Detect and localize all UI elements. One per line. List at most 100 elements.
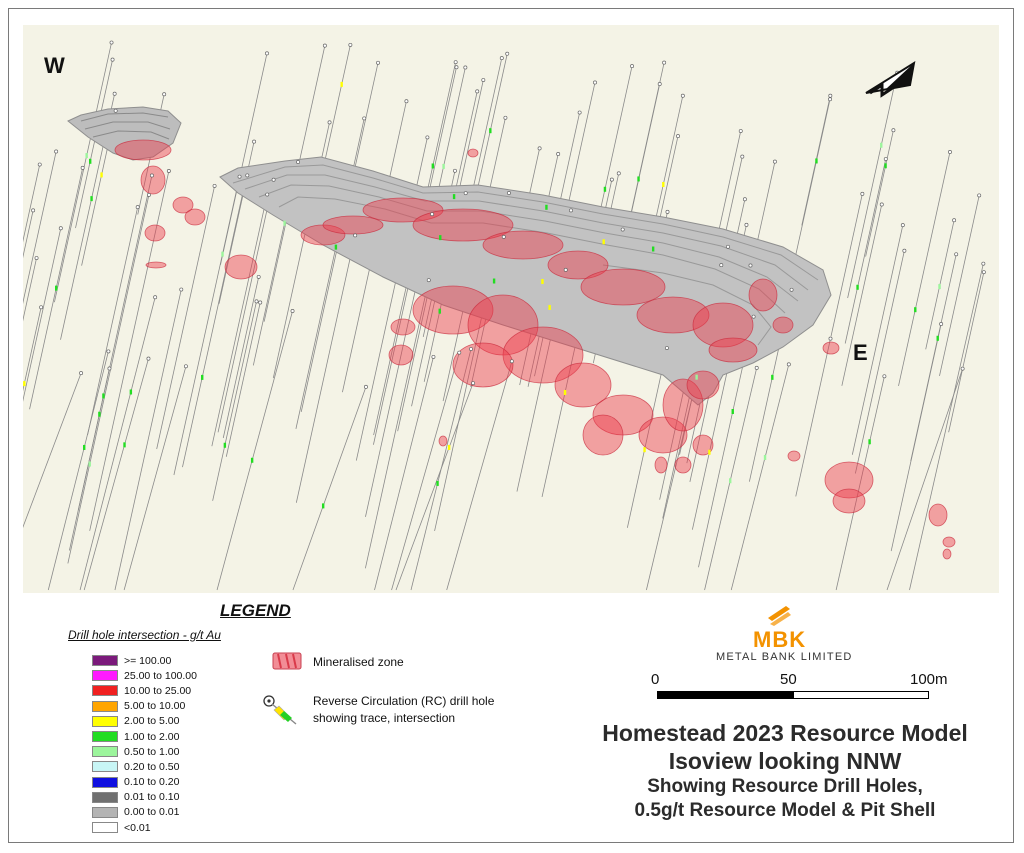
drill-intersection — [23, 381, 26, 387]
rc-label-line2: showing trace, intersection — [313, 711, 456, 725]
grade-legend-row: 0.00 to 0.01 — [92, 805, 197, 820]
drill-intersection — [438, 308, 441, 314]
grade-label: 10.00 to 25.00 — [124, 684, 192, 697]
grade-legend-row: <0.01 — [92, 820, 197, 835]
mineralised-zone — [554, 362, 612, 408]
drill-collar — [80, 165, 85, 170]
drill-intersection — [129, 389, 133, 395]
drill-collar — [883, 157, 888, 161]
drill-collar — [404, 99, 409, 104]
drill-trace — [114, 289, 182, 591]
drill-intersection — [548, 304, 551, 310]
grade-label: 1.00 to 2.00 — [124, 730, 180, 743]
mineralised-zone — [787, 450, 801, 462]
drill-collar — [271, 177, 276, 182]
mineralised-zone — [662, 378, 704, 432]
drill-trace — [89, 170, 170, 531]
drill-collar — [162, 92, 167, 97]
drill-collar — [742, 197, 747, 202]
drill-intersection — [603, 186, 607, 192]
drill-collar — [166, 169, 171, 173]
drill-intersection — [884, 163, 887, 169]
drill-collar — [828, 97, 832, 102]
drill-collar — [453, 60, 458, 65]
drill-intersection — [936, 335, 939, 341]
drill-collar — [113, 108, 118, 113]
drill-collar — [463, 191, 468, 196]
drill-collar — [981, 270, 986, 275]
drill-collar — [726, 244, 730, 249]
drill-intersection — [221, 251, 224, 257]
drill-collar — [37, 162, 42, 167]
drill-collar — [31, 208, 36, 213]
drill-collar — [662, 60, 667, 65]
drill-trace — [391, 352, 460, 591]
north-arrow-icon — [865, 60, 916, 98]
drill-collar — [252, 139, 257, 144]
mineralised-zone — [502, 326, 584, 384]
drill-intersection — [637, 176, 640, 182]
mineralised-zone-label: Mineralised zone — [313, 655, 404, 669]
drill-collar — [322, 43, 327, 48]
drill-intersection — [447, 444, 451, 450]
drill-intersection — [223, 442, 227, 448]
drill-collar — [453, 168, 457, 173]
drill-intersection — [85, 153, 88, 159]
grade-swatch — [92, 791, 118, 803]
drill-collar — [754, 365, 759, 370]
grade-legend: >= 100.00 25.00 to 100.00 10.00 to 25.00 5.… — [92, 653, 197, 835]
drill-collar — [431, 354, 436, 359]
drill-trace — [47, 351, 109, 591]
mineralised-zone — [224, 254, 258, 280]
grade-swatch — [92, 685, 118, 697]
drill-intersection — [334, 244, 338, 250]
drill-collar — [503, 115, 508, 120]
drill-intersection — [651, 246, 655, 252]
drill-collar — [828, 336, 833, 341]
drill-collar — [593, 80, 597, 85]
drill-trace — [212, 301, 257, 501]
drill-collar — [430, 212, 435, 217]
mineralised-zone — [928, 503, 948, 527]
grade-legend-row: 0.01 to 0.10 — [92, 790, 197, 805]
mineralised-zone — [822, 341, 840, 355]
grade-legend-row: 2.00 to 5.00 — [92, 714, 197, 729]
drill-collar — [457, 350, 462, 355]
drill-collar — [327, 120, 332, 125]
mineralised-zone — [172, 196, 194, 214]
mineralised-zone-swatch — [272, 652, 302, 670]
drill-collar — [471, 381, 476, 386]
drill-collar — [39, 305, 44, 310]
grade-legend-row: 5.00 to 10.00 — [92, 699, 197, 714]
drill-intersection — [815, 158, 818, 164]
mineralised-zone — [438, 435, 448, 447]
grade-label: 0.10 to 0.20 — [124, 776, 180, 789]
drill-collar — [960, 366, 965, 371]
drill-trace — [435, 67, 466, 200]
drill-trace — [23, 307, 42, 392]
drill-collar — [902, 248, 907, 253]
drill-trace — [222, 276, 260, 439]
drill-trace — [217, 179, 275, 433]
drill-collar — [680, 93, 685, 98]
drill-intersection — [321, 503, 325, 509]
drill-trace — [910, 254, 957, 462]
drill-intersection — [431, 163, 435, 169]
drill-intersection — [880, 142, 883, 148]
drill-intersection — [868, 439, 871, 445]
drill-intersection — [914, 307, 917, 313]
mineralised-zone — [772, 316, 794, 334]
pit-shell-main — [219, 156, 832, 406]
drill-collar — [609, 177, 614, 182]
drill-intersection — [88, 461, 91, 467]
title-line-1: Homestead 2023 Resource Model — [602, 720, 968, 746]
drill-collar — [630, 64, 634, 69]
drill-collar — [237, 174, 242, 179]
drill-collar — [290, 309, 295, 313]
drill-trace — [795, 338, 831, 497]
grade-swatch — [92, 715, 118, 727]
grade-label: 25.00 to 100.00 — [124, 669, 197, 682]
legend-subtitle: Drill hole intersection - g/t Au — [68, 628, 221, 642]
drill-collar — [828, 93, 833, 98]
drill-intersection — [442, 163, 445, 169]
